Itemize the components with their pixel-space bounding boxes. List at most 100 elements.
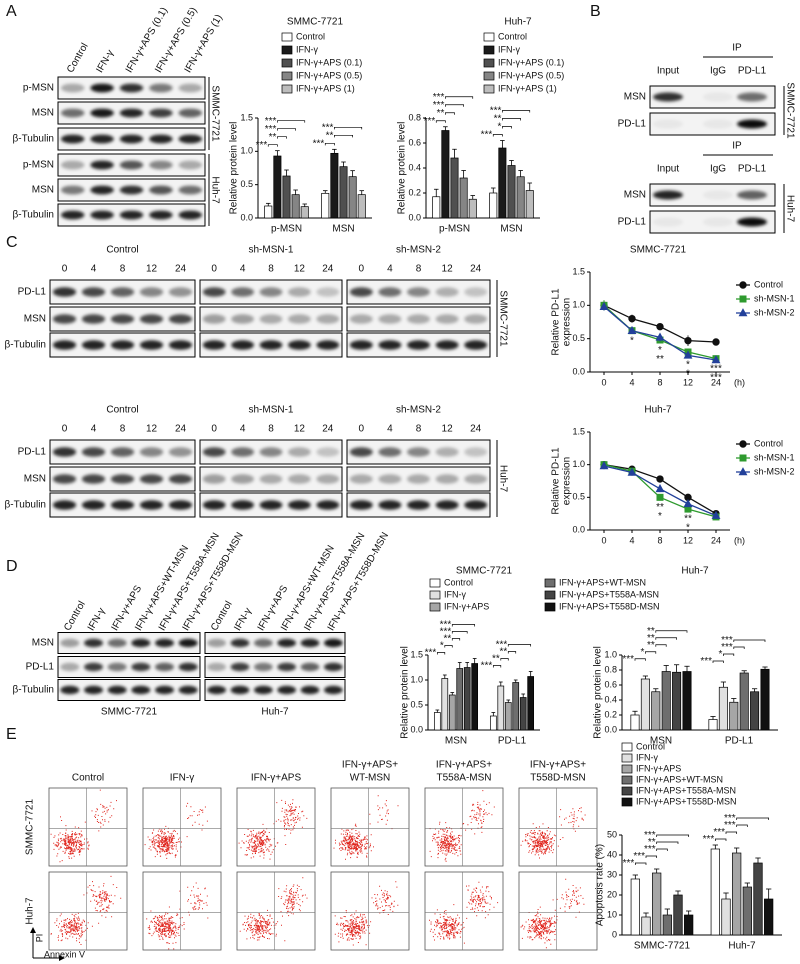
blot-band	[149, 134, 173, 144]
x-tick-label: SMMC-7721	[634, 941, 691, 952]
blot-band	[737, 119, 767, 129]
blot-band	[288, 314, 311, 324]
bar	[527, 676, 535, 731]
legend-label: IFN-γ+APS (0.1)	[296, 57, 362, 67]
blot-band	[155, 638, 174, 648]
significance-bracket	[507, 644, 532, 647]
x-tick-label: 24	[711, 535, 721, 545]
bar	[718, 686, 728, 731]
blot-band	[81, 340, 106, 350]
bar	[504, 702, 512, 731]
x-tick-label: 4	[629, 377, 634, 387]
blot-band	[230, 662, 250, 672]
significance-bracket	[502, 118, 521, 121]
bar	[684, 914, 694, 936]
significance-label: *	[440, 641, 444, 652]
blot-band	[131, 685, 151, 695]
significance-label: **	[269, 132, 277, 143]
legend-swatch	[429, 578, 441, 588]
significance-label: ***	[313, 138, 325, 149]
significance-bracket	[655, 630, 688, 633]
blot-band	[149, 83, 173, 93]
blot-band	[464, 474, 488, 484]
bar	[662, 914, 672, 936]
flow-dots	[429, 881, 499, 944]
y-tick-label: 0	[612, 929, 617, 939]
legend-swatch	[281, 71, 293, 81]
blot-band	[119, 108, 144, 118]
y-tick-label: 20	[607, 889, 617, 899]
row-label: β-Tubulin	[4, 500, 46, 511]
x-tick-label: p-MSN	[439, 224, 470, 235]
significance-bracket	[723, 653, 735, 656]
flow-plot-frame	[518, 787, 598, 867]
flow-column-label: T558D-MSN	[530, 773, 586, 784]
significance-label: ***	[433, 100, 445, 111]
bar	[525, 190, 534, 219]
legend-label: Control	[636, 741, 665, 751]
blot-frame	[57, 632, 201, 654]
blot-band	[131, 662, 151, 672]
blot-band	[178, 185, 203, 195]
significance-bracket	[444, 645, 453, 648]
significance-label: ***	[440, 627, 452, 638]
legend-swatch	[281, 84, 293, 94]
blot-band	[52, 500, 77, 510]
y-axis-label: expression	[562, 457, 573, 505]
flow-column-label: IFN-γ+APS+	[342, 760, 398, 771]
time-label: 0	[62, 264, 68, 275]
blot-band	[90, 185, 114, 195]
blot-band	[207, 662, 227, 672]
blot-band	[703, 92, 733, 102]
significance-label: **	[647, 626, 655, 637]
blot-band	[703, 217, 733, 227]
bar	[729, 701, 739, 731]
marker	[627, 467, 637, 476]
blot-band	[254, 638, 273, 648]
significance-bracket	[656, 848, 668, 851]
significance-label: ***	[700, 656, 712, 667]
blot-band	[155, 685, 174, 695]
legend-label: IFN-γ+APS (0.5)	[498, 70, 564, 80]
legend-label: sh-MSN-1	[754, 452, 795, 462]
blot-band	[90, 210, 114, 220]
bar	[489, 715, 497, 731]
line-chart: 0.0 0.5 1.0 1.5 Relative PD-L1 expression Huh-…	[551, 405, 795, 546]
blot-band	[288, 340, 311, 350]
marker	[599, 461, 609, 470]
chart-title: Huh-7	[504, 17, 532, 28]
bar	[507, 165, 516, 219]
x-tick-label: Huh-7	[728, 941, 756, 952]
bar	[516, 176, 525, 219]
marker	[655, 332, 665, 341]
blot-band	[324, 685, 343, 695]
blot-band	[231, 500, 254, 510]
blot-frame	[57, 656, 201, 678]
bar	[661, 671, 671, 731]
marker	[628, 314, 636, 323]
marker	[656, 493, 664, 501]
significance-label: **	[656, 354, 664, 365]
significance-bracket	[451, 638, 461, 641]
legend-label: Control	[444, 577, 473, 587]
significance-label: ***	[644, 844, 656, 855]
line-chart: 0.0 0.5 1.0 1.5 Relative PD-L1 expression SMMC…	[551, 245, 795, 388]
significance-label: ***	[710, 364, 722, 375]
blot-band	[435, 447, 459, 457]
blot-band	[349, 474, 373, 484]
blot-band	[168, 447, 193, 457]
legend-swatch	[429, 590, 441, 600]
legend-label: IFN-γ+APS+T558D-MSN	[636, 796, 737, 806]
time-label: 8	[268, 264, 274, 275]
y-tick-label: 50	[607, 829, 617, 839]
blot-band	[60, 185, 85, 195]
bar	[463, 667, 471, 731]
blot-band	[119, 83, 144, 93]
blot-band	[737, 92, 767, 102]
significance-label: **	[443, 634, 451, 645]
marker	[711, 355, 721, 364]
significance-label: **	[492, 654, 500, 665]
